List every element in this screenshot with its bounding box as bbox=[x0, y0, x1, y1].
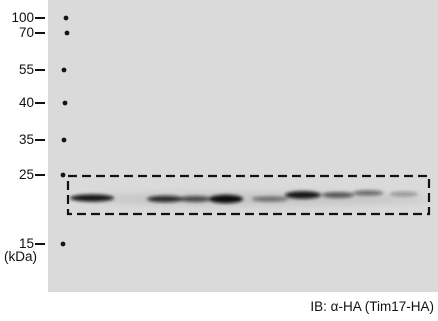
band-lane-2 bbox=[147, 195, 183, 203]
marker-label-40: 40 bbox=[18, 95, 34, 110]
marker-tick-40 bbox=[35, 102, 45, 104]
band-lane-5 bbox=[252, 196, 288, 202]
unit-label: (kDa) bbox=[4, 249, 37, 264]
band-lane-3 bbox=[179, 196, 211, 202]
marker-tick-70 bbox=[35, 32, 45, 34]
ladder-dot-70 bbox=[64, 30, 70, 36]
marker-label-35: 35 bbox=[18, 132, 34, 147]
ladder-dots bbox=[60, 15, 70, 247]
ladder-dot-35 bbox=[61, 137, 67, 143]
marker-label-15: 15 bbox=[18, 236, 34, 251]
marker-tick-55 bbox=[35, 69, 45, 71]
band-lane-9 bbox=[390, 191, 418, 197]
ladder-dot-55 bbox=[61, 67, 67, 73]
protein-bands bbox=[70, 190, 418, 204]
band-lane-7 bbox=[322, 192, 354, 198]
band-lane-1 bbox=[70, 194, 114, 202]
blot-membrane bbox=[48, 0, 438, 292]
ladder-dot-40 bbox=[62, 100, 68, 106]
ladder-dot-25 bbox=[60, 172, 66, 178]
marker-label-55: 55 bbox=[18, 62, 34, 77]
ladder-dot-15 bbox=[60, 241, 66, 247]
blot-image bbox=[60, 15, 431, 247]
marker-label-70: 70 bbox=[18, 25, 34, 40]
marker-tick-100 bbox=[35, 17, 45, 19]
marker-tick-15 bbox=[35, 243, 45, 245]
ladder-dot-100 bbox=[63, 15, 69, 21]
marker-label-25: 25 bbox=[18, 167, 34, 182]
marker-tick-25 bbox=[35, 174, 45, 176]
antibody-caption: IB: α-HA (Tim17-HA) bbox=[310, 299, 434, 314]
marker-tick-35 bbox=[35, 139, 45, 141]
band-lane-8 bbox=[353, 190, 383, 196]
band-lane-6 bbox=[285, 191, 321, 199]
marker-label-100: 100 bbox=[11, 10, 34, 25]
highlight-box bbox=[66, 174, 431, 216]
band-lane-4 bbox=[209, 194, 243, 204]
